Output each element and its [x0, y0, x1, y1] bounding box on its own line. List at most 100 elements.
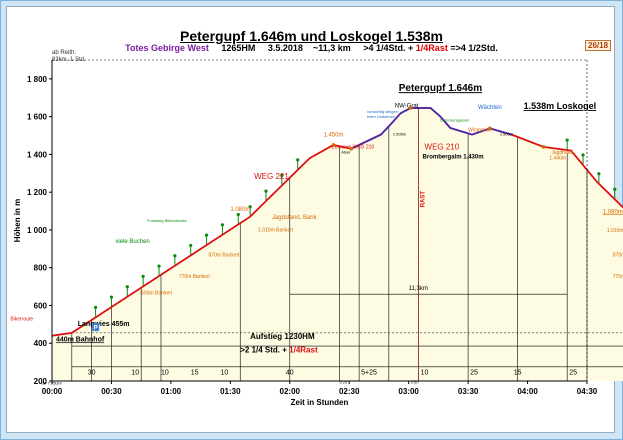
- profile-annotation: 690m Bankerl: [141, 291, 172, 297]
- x-tick-label: 03:00: [398, 387, 419, 396]
- segment-time-label: 10: [220, 369, 228, 376]
- tree-icon: [109, 295, 114, 299]
- y-tick-label: 1 400: [27, 150, 48, 159]
- y-tick-label: 1 800: [27, 75, 48, 84]
- info-time-post: =>4 1/2Std.: [447, 43, 498, 53]
- waypoint-marker: [541, 145, 546, 149]
- profile-annotation: 770m Bankerl: [613, 274, 623, 280]
- profile-area: [52, 108, 623, 381]
- chart-title: Petergupf 1.646m und Loskogel 1.538m: [180, 28, 443, 44]
- profile-annotation: vorsichtig steigen: [367, 109, 398, 114]
- waypoint-marker: [331, 143, 336, 147]
- waypoint-marker: [349, 146, 354, 151]
- y-axis-label: Höhen in m: [13, 199, 22, 243]
- info-date: 3.5.2018: [267, 43, 303, 53]
- parking-icon: [92, 323, 100, 332]
- y-tick-label: 800: [34, 264, 48, 273]
- profile-annotation: Jagdstand, Bank: [272, 215, 318, 221]
- info-time-pre: >4 1/4Std. +: [363, 43, 416, 53]
- y-tick-label: 1 200: [27, 188, 48, 197]
- y-tick-label: 400: [34, 339, 48, 348]
- profile-annotation: Forstweg Bikerstrecke: [147, 218, 187, 223]
- segment-time-label: 15: [191, 369, 199, 376]
- parking-label: P: [94, 326, 98, 332]
- profile-annotation: 1.010m: [607, 228, 623, 234]
- ascent-time-text: >2 1/4 Std. +: [240, 346, 289, 355]
- profile-annotation: WEG 210: [425, 143, 460, 152]
- rast-label: RAST: [421, 191, 427, 208]
- profile-annotation: 1.080m: [603, 209, 623, 215]
- segment-time-label: 30: [88, 369, 96, 376]
- x-tick-label: 04:00: [517, 387, 538, 396]
- profile-annotation: Brombergalm 1.430m: [423, 155, 484, 161]
- tree-icon: [220, 223, 225, 227]
- segment-time-label: 5+25: [361, 369, 377, 376]
- profile-annotation: 9:50: [411, 379, 420, 384]
- segment-time-label: 25: [470, 369, 478, 376]
- profile-annotation: 440m Bahnhof: [56, 336, 105, 343]
- profile-annotation: viele Buchen: [115, 239, 149, 245]
- tree-icon: [204, 233, 209, 237]
- x-tick-label: 03:30: [458, 387, 479, 396]
- ascent-rast-text: 1/4Rast: [289, 346, 318, 355]
- waypoint-marker: [488, 126, 492, 131]
- profile-annotation: 9:20: [339, 379, 348, 384]
- tree-icon: [597, 172, 601, 176]
- y-tick-label: 200: [34, 377, 48, 386]
- profile-annotation: 870m Bankerl: [209, 252, 240, 258]
- tree-icon: [613, 187, 617, 191]
- profile-annotation: 1.505m: [500, 132, 514, 137]
- tree-icon: [248, 205, 252, 209]
- tree-icon: [173, 254, 177, 258]
- info-hm: 1265HM: [221, 43, 256, 53]
- tree-icon: [280, 173, 284, 178]
- profile-annotation: 1.080m: [230, 207, 250, 213]
- x-tick-label: 00:30: [101, 387, 122, 396]
- profile-annotation: 1.538m Loskogel: [524, 101, 597, 111]
- segment-time-label: 25: [569, 369, 577, 376]
- profile-annotation: 1.450m: [323, 132, 343, 138]
- profile-annotation: 1.010m Bankerl: [258, 227, 293, 233]
- profile-annotation: ab 7:25Uhr: [42, 380, 62, 385]
- tree-icon: [264, 189, 268, 193]
- tour-info: Totes Gebirge West 1265HM 3.5.2018 ~11,3…: [0, 43, 623, 53]
- profile-annotation: Aufstieg 1230HM: [250, 332, 315, 341]
- profile-annotation: 1.440m: [549, 155, 566, 161]
- x-tick-label: 01:00: [161, 387, 182, 396]
- tree-icon: [125, 285, 129, 289]
- profile-annotation: 11,3km: [409, 286, 428, 292]
- x-tick-label: 00:00: [42, 387, 63, 396]
- info-dist: ~11,3 km: [312, 43, 351, 53]
- tree-icon: [189, 243, 193, 248]
- profile-annotation: Bikerroute: [10, 317, 33, 323]
- tree-icon: [581, 153, 585, 157]
- profile-annotation: Jagdhütte: [551, 150, 573, 156]
- profile-annotation: 870m und: [613, 252, 623, 258]
- profile-annotation: beim Umkehren: [367, 114, 395, 119]
- ridge-route-line: [350, 107, 512, 150]
- x-tick-label: 02:00: [280, 387, 301, 396]
- x-tick-label: 01:30: [220, 387, 241, 396]
- profile-annotation: 770m Bankerl: [179, 274, 210, 280]
- tree-icon: [565, 138, 569, 142]
- tree-icon: [157, 264, 161, 268]
- ascent-time-label: >2 1/4 Std. + 1/4Rast: [240, 346, 318, 355]
- tree-icon: [296, 158, 300, 162]
- x-tick-label: 02:30: [339, 387, 360, 396]
- y-tick-label: 1 000: [27, 226, 48, 235]
- profile-annotation: Langwies 455m: [78, 321, 130, 328]
- tree-icon: [93, 305, 98, 309]
- profile-annotation: Petergupf 1.646m: [399, 83, 482, 94]
- segment-time-label: 10: [161, 369, 169, 376]
- profile-annotation: Alser: [341, 149, 351, 154]
- tour-number-badge: 26/18: [585, 40, 612, 51]
- waypoint-marker: [408, 106, 413, 110]
- x-axis-label: Zeit in Stunden: [291, 398, 349, 407]
- segment-time-label: 40: [286, 369, 294, 376]
- profile-annotation: Latschengassen: [440, 118, 469, 123]
- segment-time-label: 15: [514, 369, 522, 376]
- profile-fill-layer: [52, 108, 623, 381]
- profile-annotation: Wächten: [478, 105, 502, 111]
